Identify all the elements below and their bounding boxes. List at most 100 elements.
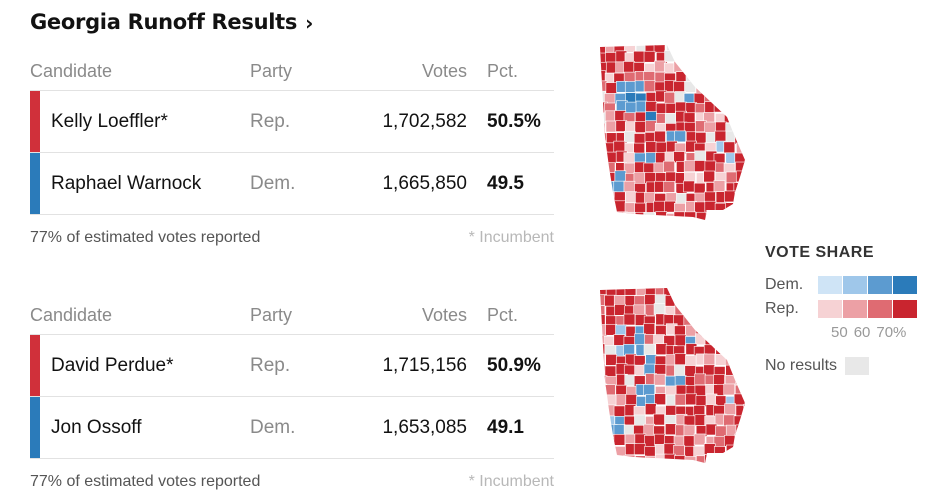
county-cell[interactable]	[595, 140, 607, 153]
county-cell[interactable]	[613, 434, 626, 446]
county-cell[interactable]	[655, 211, 668, 222]
county-cell[interactable]	[596, 80, 608, 93]
county-cell[interactable]	[613, 405, 626, 418]
county-cell[interactable]	[664, 50, 676, 62]
county-cell[interactable]	[623, 313, 636, 326]
county-cell[interactable]	[735, 51, 746, 64]
county-cell[interactable]	[685, 355, 697, 367]
county-cell[interactable]	[744, 435, 755, 448]
county-cell[interactable]	[615, 324, 627, 337]
county-cell[interactable]	[703, 443, 716, 455]
county-cell[interactable]	[595, 426, 606, 438]
county-cell[interactable]	[704, 454, 716, 465]
county-cell[interactable]	[733, 62, 745, 74]
map-svg[interactable]	[595, 42, 755, 222]
county-cell[interactable]	[725, 424, 738, 437]
map-svg[interactable]	[595, 285, 755, 465]
county-cell[interactable]	[704, 315, 716, 327]
county-cell[interactable]	[634, 121, 647, 133]
county-cell[interactable]	[695, 293, 708, 306]
county-cell[interactable]	[685, 51, 697, 64]
county-cell[interactable]	[714, 285, 727, 296]
county-cell[interactable]	[693, 433, 706, 446]
county-cell[interactable]	[746, 376, 755, 387]
county-cell[interactable]	[723, 52, 736, 65]
county-cell[interactable]	[734, 211, 745, 222]
county-cell[interactable]	[595, 395, 607, 407]
county-cell[interactable]	[746, 153, 755, 164]
county-cell[interactable]	[674, 353, 687, 366]
county-cell[interactable]	[596, 453, 608, 465]
county-cell[interactable]	[596, 324, 608, 336]
county-cell[interactable]	[674, 130, 686, 143]
county-cell[interactable]	[734, 305, 746, 317]
county-cell[interactable]	[644, 403, 657, 415]
county-cell[interactable]	[685, 324, 697, 337]
county-cell[interactable]	[685, 71, 698, 83]
county-cell[interactable]	[723, 141, 736, 154]
county-cell[interactable]	[595, 43, 606, 55]
county-cell[interactable]	[743, 90, 755, 103]
county-cell[interactable]	[695, 50, 708, 62]
county-cell[interactable]	[665, 423, 677, 436]
county-cell[interactable]	[714, 51, 726, 64]
county-cell[interactable]	[735, 405, 747, 417]
county-cell[interactable]	[736, 93, 747, 105]
county-cell[interactable]	[633, 443, 646, 455]
county-cell[interactable]	[735, 424, 747, 437]
county-cell[interactable]	[595, 343, 606, 356]
county-cell[interactable]	[625, 101, 637, 114]
county-cell[interactable]	[714, 202, 727, 215]
county-cell[interactable]	[705, 210, 718, 222]
county-cell[interactable]	[675, 295, 688, 308]
county-cell[interactable]	[643, 343, 656, 356]
county-cell[interactable]	[744, 335, 755, 348]
county-cell[interactable]	[744, 52, 755, 64]
county-cell[interactable]	[734, 132, 746, 145]
county-cell[interactable]	[606, 454, 618, 465]
county-cell[interactable]	[623, 152, 636, 164]
county-cell[interactable]	[746, 181, 755, 192]
county-cell[interactable]	[733, 444, 745, 456]
county-cell[interactable]	[624, 42, 636, 53]
county-cell[interactable]	[673, 211, 686, 222]
county-cell[interactable]	[664, 200, 676, 213]
county-cell[interactable]	[684, 456, 697, 465]
county-cell[interactable]	[635, 455, 647, 465]
county-cell[interactable]	[663, 160, 675, 173]
county-cell[interactable]	[663, 181, 675, 193]
county-cell[interactable]	[735, 363, 747, 376]
county-cell[interactable]	[683, 60, 695, 73]
county-cell[interactable]	[623, 61, 635, 73]
county-cell[interactable]	[595, 160, 607, 173]
county-cell[interactable]	[744, 385, 755, 398]
county-cell[interactable]	[724, 81, 737, 93]
county-cell[interactable]	[596, 435, 608, 447]
county-cell[interactable]	[724, 190, 736, 203]
county-cell[interactable]	[736, 142, 747, 155]
page-title-text[interactable]: Georgia Runoff Results	[30, 10, 298, 34]
county-cell[interactable]	[703, 170, 715, 183]
county-cell[interactable]	[694, 313, 707, 325]
county-cell[interactable]	[645, 101, 658, 113]
county-cell[interactable]	[746, 141, 755, 152]
county-cell[interactable]	[723, 111, 736, 123]
chevron-right-icon[interactable]: ›	[305, 11, 314, 35]
county-cell[interactable]	[653, 413, 665, 426]
county-cell[interactable]	[745, 426, 755, 437]
county-cell[interactable]	[645, 120, 657, 132]
county-cell[interactable]	[703, 50, 716, 63]
county-cell[interactable]	[643, 212, 656, 222]
county-cell[interactable]	[746, 364, 755, 375]
county-cell[interactable]	[704, 61, 717, 74]
county-cell[interactable]	[733, 82, 745, 94]
county-cell[interactable]	[705, 305, 718, 318]
county-cell[interactable]	[744, 415, 755, 427]
county-cell[interactable]	[734, 295, 745, 308]
county-cell[interactable]	[744, 130, 755, 143]
county-cell[interactable]	[705, 43, 718, 55]
county-cell[interactable]	[614, 304, 626, 316]
county-cell[interactable]	[674, 364, 686, 377]
county-cell[interactable]	[745, 296, 755, 307]
county-cell[interactable]	[743, 70, 755, 83]
